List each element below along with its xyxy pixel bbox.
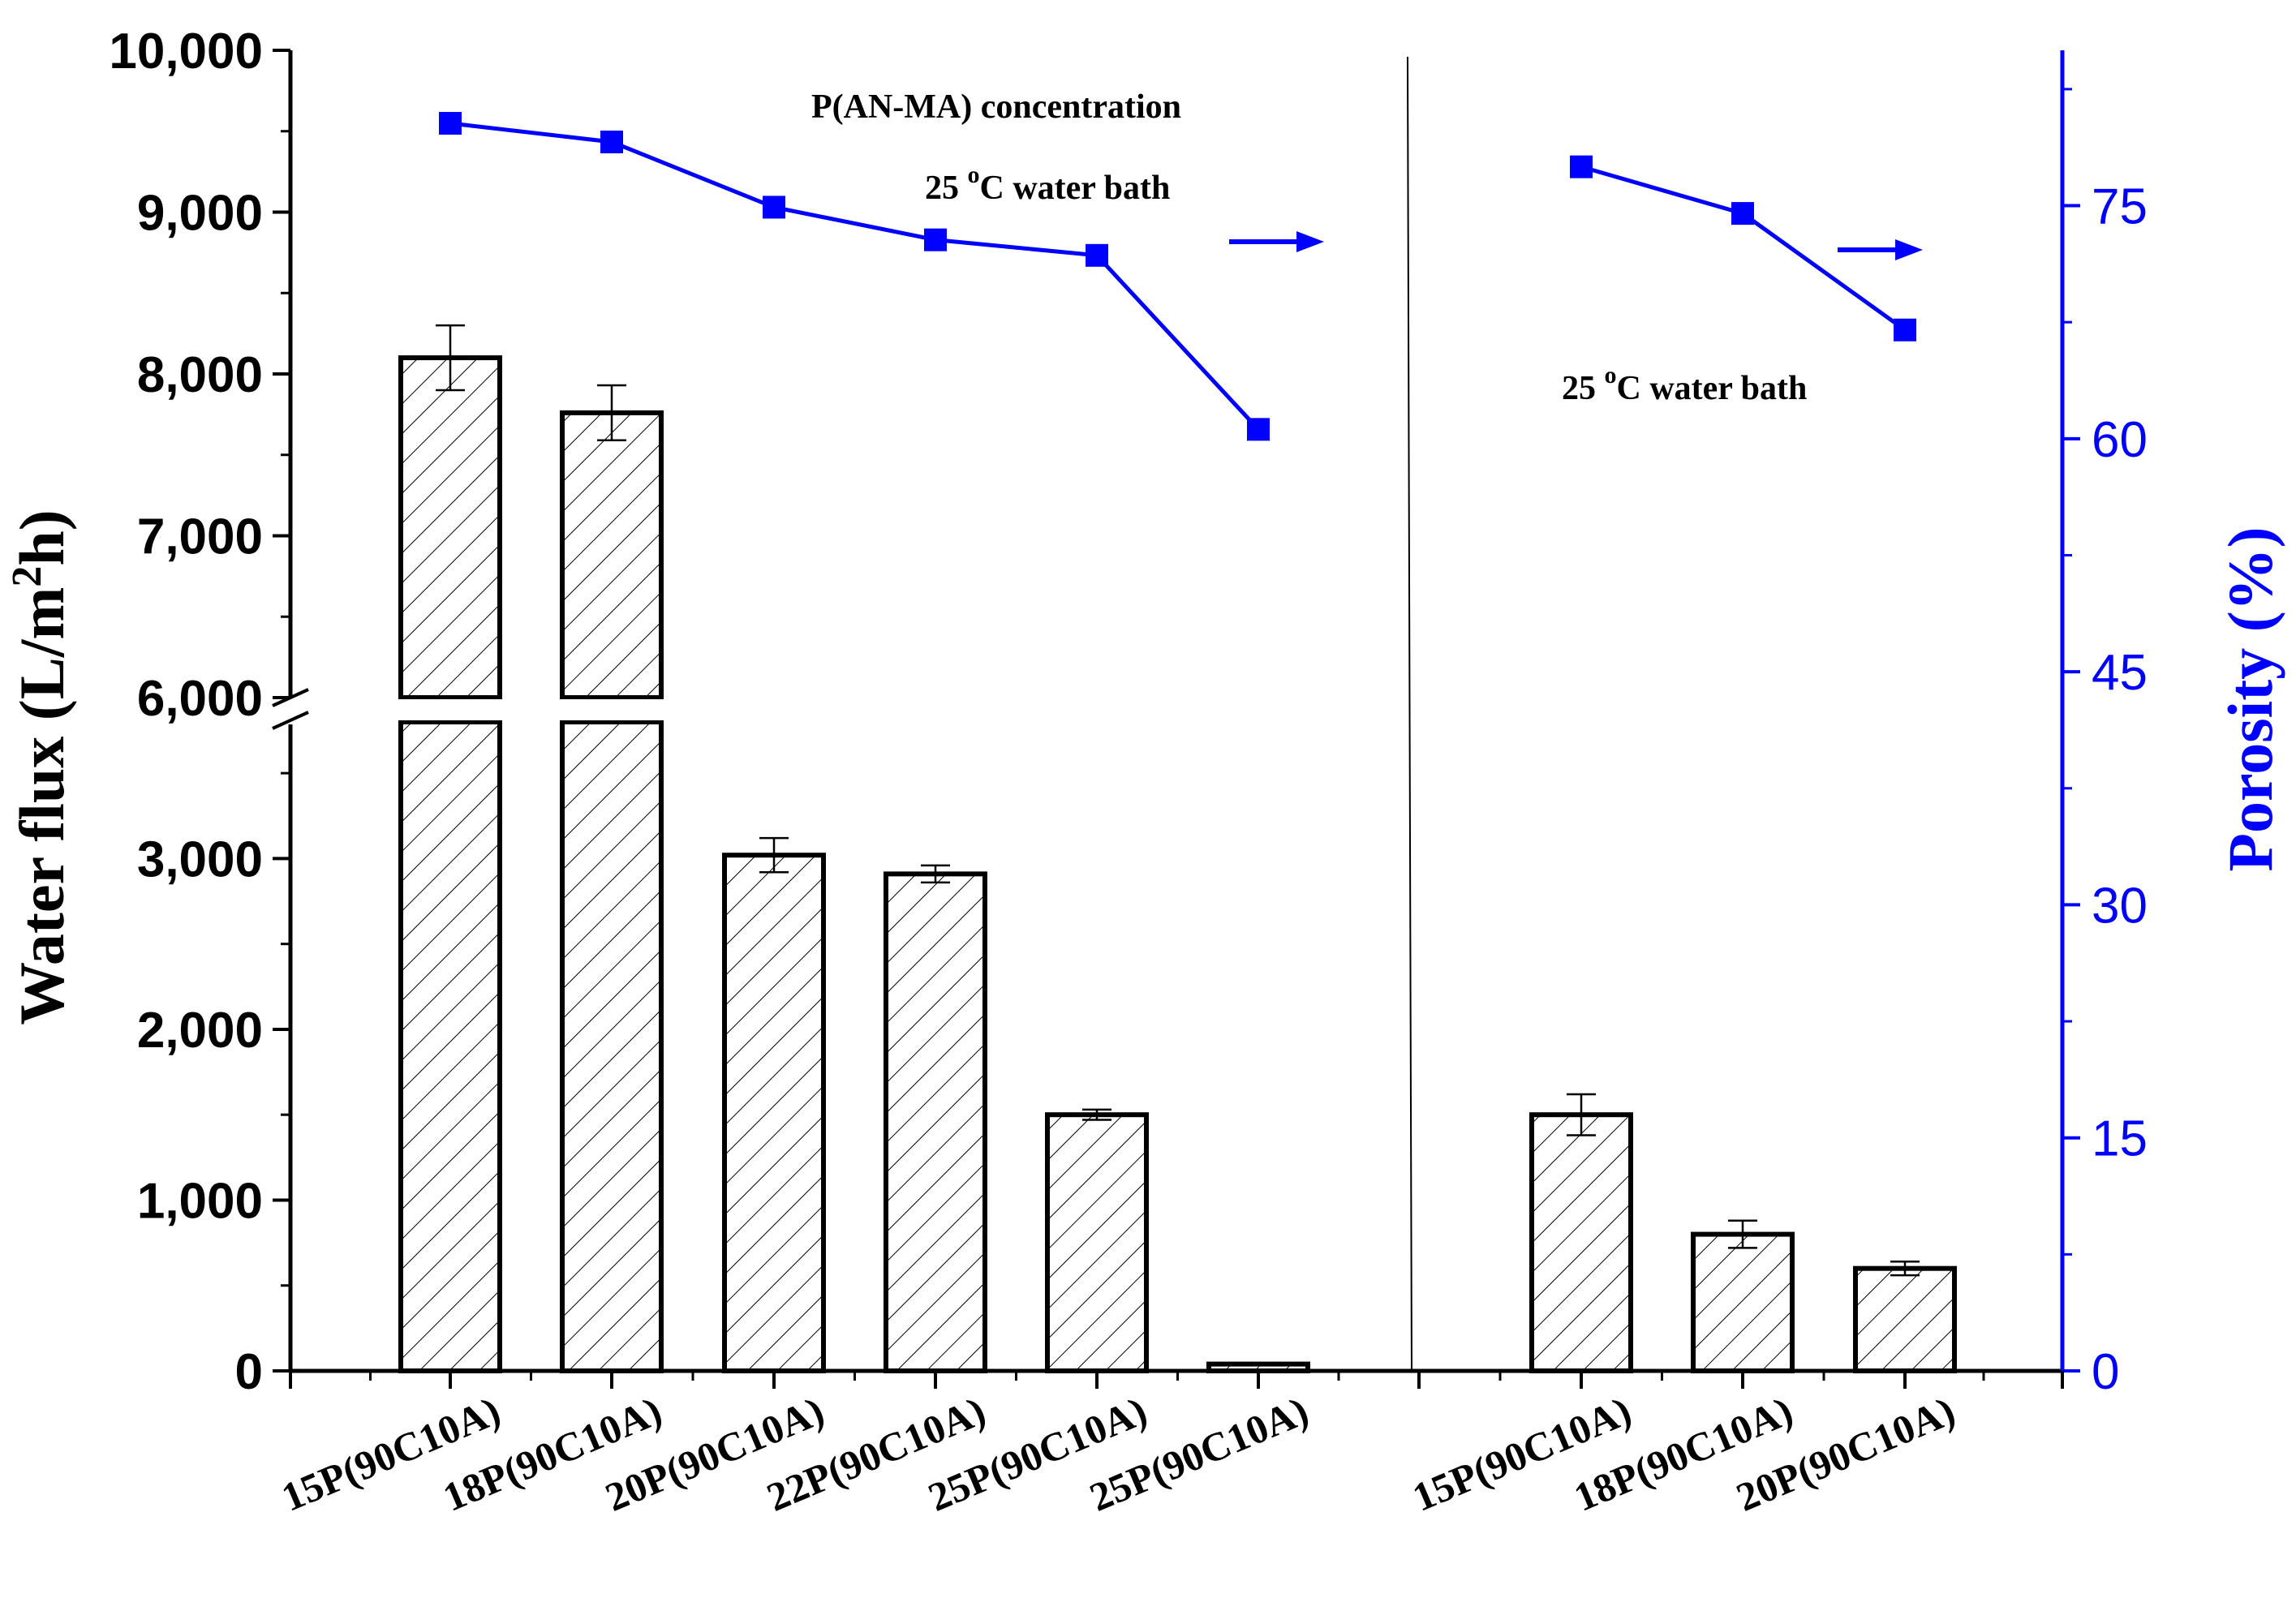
right-tick-label: 60 bbox=[2092, 412, 2148, 468]
left-tick-label: 1,000 bbox=[137, 1173, 263, 1229]
bar bbox=[884, 871, 987, 1373]
bar bbox=[1853, 1265, 1957, 1373]
right-tick-label: 15 bbox=[2092, 1111, 2148, 1167]
bars bbox=[396, 324, 1957, 1374]
annotation-concentration: P(AN-MA) concentration bbox=[811, 88, 1181, 126]
annotation-water-bath-1: 25 oC water bath bbox=[925, 161, 1170, 207]
axis-arrow-icon bbox=[1895, 239, 1923, 260]
porosity-point bbox=[1086, 243, 1108, 267]
porosity-series bbox=[439, 112, 1923, 441]
bar bbox=[398, 720, 502, 1373]
bar bbox=[1206, 1361, 1310, 1374]
bar bbox=[722, 853, 826, 1374]
bar bbox=[1529, 1112, 1633, 1374]
right-tick-label: 45 bbox=[2092, 645, 2148, 701]
left-tick-label: 3,000 bbox=[137, 831, 263, 887]
right-tick-label: 75 bbox=[2092, 179, 2148, 235]
porosity-line bbox=[449, 121, 1260, 432]
porosity-point bbox=[600, 131, 623, 154]
axes bbox=[272, 49, 2080, 1389]
porosity-point bbox=[1570, 155, 1593, 178]
left-tick-label: 10,000 bbox=[109, 24, 263, 79]
left-tick-label: 9,000 bbox=[137, 186, 263, 242]
left-tick-label: 8,000 bbox=[137, 347, 263, 403]
bar bbox=[1691, 1231, 1795, 1374]
porosity-point bbox=[1247, 418, 1270, 441]
bar-upper bbox=[560, 410, 664, 700]
left-tick-label: 6,000 bbox=[137, 671, 263, 727]
left-tick-label: 2,000 bbox=[137, 1003, 263, 1059]
porosity-point bbox=[439, 112, 462, 135]
right-tick-label: 30 bbox=[2092, 878, 2148, 934]
porosity-point bbox=[924, 228, 947, 251]
right-tick-label: 0 bbox=[2092, 1344, 2119, 1400]
right-axis-title: Porosity (%) bbox=[2215, 526, 2285, 871]
porosity-point bbox=[763, 195, 785, 219]
axis-arrow-icon bbox=[1296, 231, 1324, 252]
bar-break-gap bbox=[396, 699, 505, 720]
bar bbox=[1045, 1112, 1149, 1374]
porosity-point bbox=[1731, 202, 1754, 226]
bar-break-gap bbox=[557, 699, 666, 720]
left-tick-label: 0 bbox=[235, 1344, 263, 1400]
left-tick-label: 7,000 bbox=[137, 509, 263, 565]
axis-break-mark bbox=[272, 711, 309, 730]
bar-upper bbox=[398, 355, 502, 700]
left-axis-title: Water flux (L/m2h) bbox=[4, 509, 77, 1025]
annotation-water-bath-2: 25 oC water bath bbox=[1562, 362, 1807, 407]
group-divider bbox=[1407, 56, 1412, 1372]
bar bbox=[560, 720, 664, 1373]
porosity-point bbox=[1894, 318, 1916, 342]
